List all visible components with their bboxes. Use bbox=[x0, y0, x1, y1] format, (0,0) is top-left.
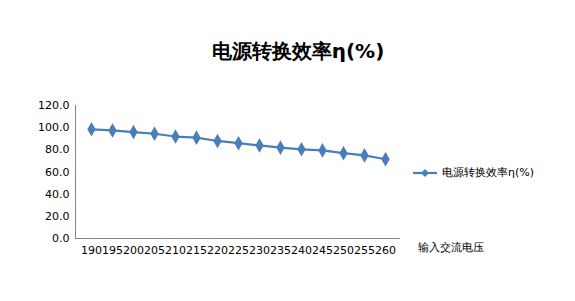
svg-text:215: 215 bbox=[186, 244, 207, 257]
svg-text:240: 240 bbox=[291, 244, 312, 257]
svg-text:220: 220 bbox=[207, 244, 228, 257]
svg-text:250: 250 bbox=[333, 244, 354, 257]
svg-text:210: 210 bbox=[165, 244, 186, 257]
svg-text:80.0: 80.0 bbox=[45, 143, 70, 156]
svg-text:60.0: 60.0 bbox=[45, 166, 70, 179]
html-text:输入交流电压: 输入交流电压 bbox=[418, 241, 484, 254]
svg-text:20.0: 20.0 bbox=[45, 210, 70, 223]
svg-text:0.0: 0.0 bbox=[52, 232, 70, 245]
svg-text:235: 235 bbox=[270, 244, 291, 257]
svg-text:120.0: 120.0 bbox=[38, 99, 70, 112]
svg-text:电源转换效率η(%): 电源转换效率η(%) bbox=[212, 39, 385, 63]
html-text:电源转换效率η(%): 电源转换效率η(%) bbox=[442, 166, 534, 179]
svg-text:225: 225 bbox=[228, 244, 249, 257]
svg-text:40.0: 40.0 bbox=[45, 188, 70, 201]
svg-text:190: 190 bbox=[81, 244, 102, 257]
svg-text:195: 195 bbox=[102, 244, 123, 257]
svg-text:245: 245 bbox=[312, 244, 333, 257]
svg-text:255: 255 bbox=[354, 244, 375, 257]
svg-text:260: 260 bbox=[375, 244, 396, 257]
svg-text:200: 200 bbox=[123, 244, 144, 257]
svg-text:100.0: 100.0 bbox=[38, 121, 70, 134]
svg-text:230: 230 bbox=[249, 244, 270, 257]
svg-text:205: 205 bbox=[144, 244, 165, 257]
